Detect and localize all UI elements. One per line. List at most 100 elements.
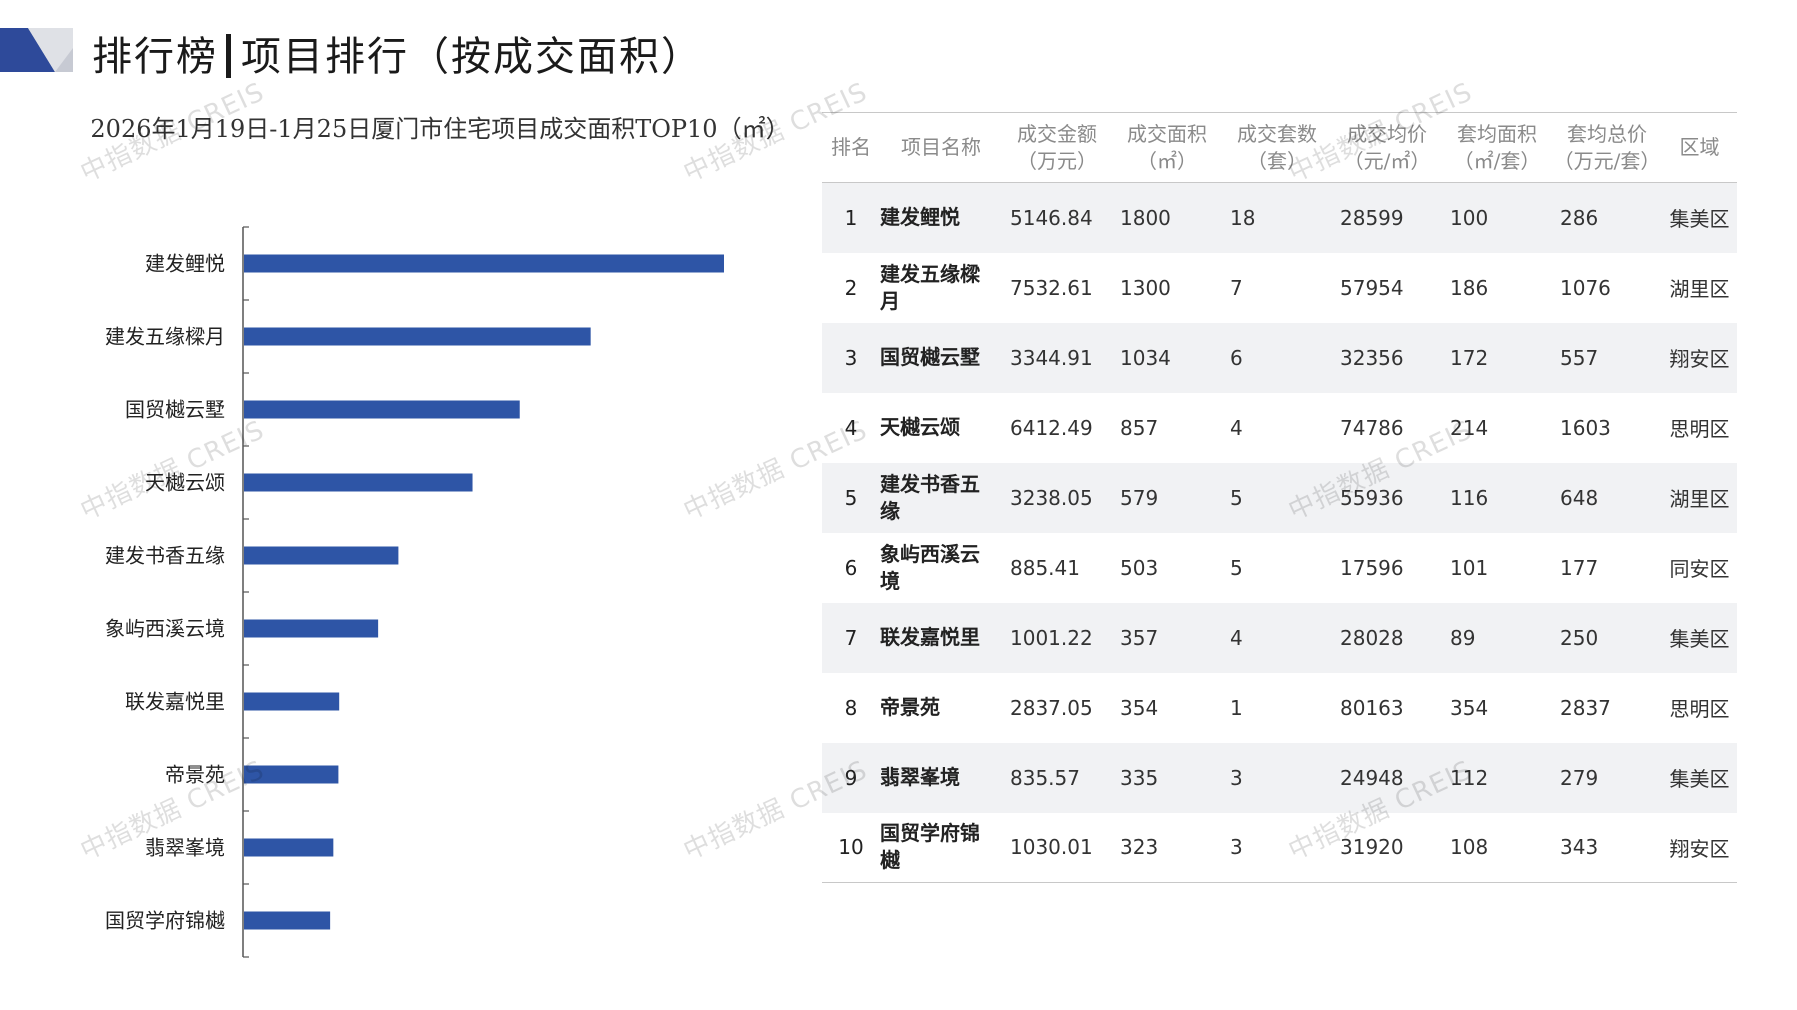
category-label: 象屿西溪云境	[105, 617, 225, 641]
bar	[244, 254, 724, 273]
table-cell: 国贸学府锦樾	[880, 812, 1002, 883]
table-cell: 28599	[1332, 182, 1442, 253]
table-cell: 9	[822, 742, 880, 813]
table-cell: 6	[844, 555, 858, 580]
table-cell: 集美区	[1662, 742, 1737, 813]
table-cell: 250	[1552, 602, 1662, 673]
table-cell: 835.57	[1002, 742, 1112, 813]
bar	[244, 619, 379, 638]
table-cell: 翡翠峯境	[880, 742, 1002, 813]
table-cell: 5	[822, 462, 880, 533]
bar	[244, 911, 331, 930]
table-cell: 214	[1450, 415, 1489, 440]
table-cell: 357	[1112, 602, 1222, 673]
bar	[244, 473, 473, 492]
chart-title: 2026年1月19日-1月25日厦门市住宅项目成交面积TOP10（㎡）	[90, 115, 790, 143]
table-cell: 6	[1222, 322, 1332, 393]
table-cell: 101	[1450, 555, 1489, 580]
table-row: 2 建发五缘樑月 7532.61 1300 7 57954 186 1076 湖里区	[822, 253, 1737, 323]
ranking-table: 排名 项目名称 成交金额 （万元） 成交面积 （㎡） 成交套数 （套） 成交均价 （元/㎡） 套均面…	[822, 112, 1737, 883]
table-cell: 4	[844, 415, 858, 440]
table-cell: 1300	[1120, 275, 1171, 300]
table-cell: 翔安区	[1662, 812, 1737, 883]
table-cell: 1800	[1112, 182, 1222, 253]
bar	[244, 838, 334, 857]
table-cell: 31920	[1332, 812, 1442, 883]
table-cell: 7	[1230, 275, 1243, 300]
table-cell: 5	[1230, 555, 1243, 580]
column-header: 项目名称	[880, 112, 1002, 183]
table-cell: 象屿西溪云境	[880, 541, 980, 593]
table-cell: 同安区	[1669, 557, 1730, 581]
table-cell: 联发嘉悦里	[880, 602, 1002, 673]
table-cell: 89	[1442, 602, 1552, 673]
table-cell: 186	[1450, 275, 1489, 300]
column-header: 成交套数 （套）	[1222, 112, 1332, 183]
table-cell: 80163	[1340, 695, 1404, 720]
table-cell: 4	[1222, 602, 1332, 673]
category-label: 天樾云颂	[145, 471, 225, 495]
table-cell: 32356	[1332, 322, 1442, 393]
table-cell: 343	[1552, 812, 1662, 883]
column-header: 区域	[1662, 112, 1737, 183]
category-label: 帝景苑	[165, 763, 225, 787]
page-title-subject: 项目排行（按成交面积）	[241, 34, 703, 80]
table-cell: 思明区	[1669, 417, 1730, 441]
table-cell: 17596	[1340, 555, 1404, 580]
table-cell: 557	[1552, 322, 1662, 393]
table-cell: 3	[1222, 742, 1332, 813]
category-label: 翡翠峯境	[145, 836, 225, 860]
table-cell: 116	[1442, 462, 1552, 533]
table-cell: 5	[1222, 462, 1332, 533]
bar	[244, 400, 520, 419]
category-label: 国贸樾云墅	[125, 398, 225, 422]
table-cell: 579	[1112, 462, 1222, 533]
table-cell: 24948	[1332, 742, 1442, 813]
table-cell: 1	[822, 182, 880, 253]
table-cell: 6412.49	[1010, 415, 1093, 440]
table-cell: 55936	[1332, 462, 1442, 533]
table-cell: 湖里区	[1662, 462, 1737, 533]
table-cell: 3	[1222, 812, 1332, 883]
table-cell: 1034	[1112, 322, 1222, 393]
column-header: 成交面积 （㎡）	[1112, 112, 1222, 183]
table-cell: 建发鲤悦	[880, 182, 1002, 253]
table-row: 3 国贸樾云墅 3344.91 1034 6 32356 172 557 翔安区	[822, 322, 1737, 393]
table-cell: 8	[844, 695, 858, 720]
category-label: 建发书香五缘	[105, 544, 225, 568]
bar-chart: 建发鲤悦建发五缘樑月国贸樾云墅天樾云颂建发书香五缘象屿西溪云境联发嘉悦里帝景苑翡…	[105, 226, 724, 958]
table-cell: 7	[822, 602, 880, 673]
bar	[244, 546, 399, 565]
table-cell: 3238.05	[1002, 462, 1112, 533]
column-header: 成交金额 （万元）	[1002, 112, 1112, 183]
table-cell: 28028	[1332, 602, 1442, 673]
table-row: 4 天樾云颂 6412.49 857 4 74786 214 1603 思明区	[822, 393, 1737, 463]
table-header-row: 排名 项目名称 成交金额 （万元） 成交面积 （㎡） 成交套数 （套） 成交均价 （元/㎡） 套均面…	[822, 112, 1737, 183]
table-cell: 思明区	[1669, 697, 1730, 721]
bar	[244, 765, 339, 784]
table-body: 1 建发鲤悦 5146.84 1800 18 28599 100 286 集美区 2 建发五缘樑月 7…	[822, 182, 1737, 883]
bar	[244, 327, 591, 346]
table-cell: 112	[1442, 742, 1552, 813]
table-cell: 7532.61	[1010, 275, 1093, 300]
table-cell: 177	[1560, 555, 1599, 580]
table-cell: 建发书香五缘	[880, 462, 1002, 533]
table-cell: 1001.22	[1002, 602, 1112, 673]
table-row: 1 建发鲤悦 5146.84 1800 18 28599 100 286 集美区	[822, 182, 1737, 253]
page-title: 排行榜 项目排行（按成交面积）	[92, 24, 703, 82]
column-header: 排名	[822, 112, 880, 183]
table-row: 8 帝景苑 2837.05 354 1 80163 354 2837 思明区	[822, 673, 1737, 743]
table-cell: 1030.01	[1002, 812, 1112, 883]
table-cell: 3344.91	[1002, 322, 1112, 393]
table-cell: 5146.84	[1002, 182, 1112, 253]
table-row: 6 象屿西溪云境 885.41 503 5 17596 101 177 同安区	[822, 533, 1737, 603]
table-cell: 集美区	[1662, 182, 1737, 253]
table-row: 9 翡翠峯境 835.57 335 3 24948 112 279 集美区	[822, 742, 1737, 813]
table-cell: 国贸樾云墅	[880, 322, 1002, 393]
category-label: 联发嘉悦里	[125, 690, 225, 714]
table-cell: 648	[1552, 462, 1662, 533]
column-header: 成交均价 （元/㎡）	[1332, 112, 1442, 183]
table-cell: 18	[1222, 182, 1332, 253]
table-cell: 172	[1442, 322, 1552, 393]
table-cell: 集美区	[1662, 602, 1737, 673]
